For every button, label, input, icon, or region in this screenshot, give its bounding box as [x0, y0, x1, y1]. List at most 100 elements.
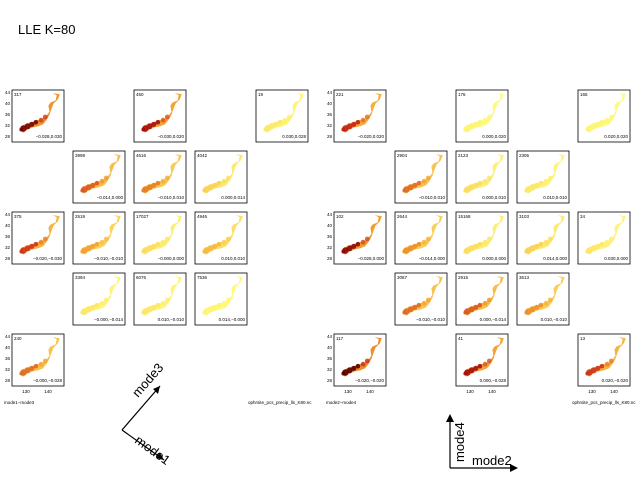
heat-spot — [80, 310, 85, 315]
heat-spot — [590, 123, 597, 130]
heat-spot — [599, 119, 605, 125]
heat-spot-secondary — [164, 175, 170, 181]
heat-spot-secondary — [364, 358, 370, 364]
heat-spot — [273, 121, 279, 127]
japan-shape — [402, 215, 443, 255]
panel-1-2: 165 0.020,0.020 — [577, 89, 631, 143]
panel-frame — [72, 272, 126, 326]
panel-count: 4042 — [197, 153, 208, 158]
panel-1-8: 15168 0.000,0.000 — [455, 211, 509, 265]
panel-1-1: 176 0.000,0.020 — [455, 89, 509, 143]
panel-1-14: 117 −0.020,−0.020 44 40 36 32 28 130 140 — [327, 333, 387, 394]
panel-count: 15168 — [458, 214, 471, 219]
panel-coord: 0.000,0.014 — [221, 195, 245, 200]
panel-coord: 0.030,0.000 — [604, 256, 628, 261]
panel-count: 2904 — [397, 153, 408, 158]
panel-coord: −0.020,−0.020 — [355, 378, 385, 383]
panel-frame — [455, 150, 509, 204]
panel-frame — [194, 272, 248, 326]
heat-spot — [146, 123, 153, 130]
heat-spot-secondary — [482, 178, 488, 184]
panel-0-1: 450 −0.030,0.020 — [133, 89, 187, 143]
heat-spot — [94, 180, 100, 186]
heat-spot — [212, 304, 218, 310]
heat-spot-secondary — [486, 236, 492, 242]
panel-frame — [194, 150, 248, 204]
heat-spot — [355, 119, 361, 125]
heat-spot — [599, 241, 605, 247]
panel-coord: −0.020,0.020 — [358, 134, 385, 139]
heat-spot — [355, 241, 361, 247]
heat-spot — [463, 249, 468, 254]
heat-spot — [524, 188, 529, 193]
panel-count: 2915 — [458, 275, 469, 280]
heat-spot-secondary — [421, 178, 427, 184]
panel-frame — [516, 211, 570, 265]
japan-shape — [141, 154, 182, 194]
heat-spot — [90, 243, 96, 249]
heat-spot — [468, 184, 475, 191]
panel-frame — [455, 272, 509, 326]
y-tick-label: 28 — [5, 256, 11, 261]
heat-spot-secondary — [99, 300, 105, 306]
y-tick-label: 40 — [327, 345, 333, 350]
panel-frame — [72, 150, 126, 204]
heat-spot — [85, 245, 92, 252]
panel-coord: −0.000,−0.014 — [94, 317, 124, 322]
heat-spot — [207, 245, 214, 252]
heat-spot — [155, 241, 161, 247]
heat-spot — [141, 249, 146, 254]
mode3-arrowhead — [153, 386, 160, 394]
heat-spot — [33, 119, 39, 125]
heat-spot — [529, 184, 536, 191]
heat-spot — [151, 121, 157, 127]
heat-spot-secondary — [225, 297, 231, 303]
panel-frame — [455, 333, 509, 387]
heat-spot — [524, 249, 529, 254]
heat-spot-secondary — [160, 300, 166, 306]
panel-coord: 0.000,−0.028 — [480, 378, 507, 383]
heat-spot — [412, 304, 418, 310]
heat-spot — [538, 302, 544, 308]
japan-shape — [80, 154, 121, 194]
y-tick-label: 32 — [327, 367, 333, 372]
japan-shape — [463, 215, 504, 255]
heat-spot — [412, 243, 418, 249]
japan-shape — [341, 215, 382, 255]
japan-shape — [141, 93, 182, 133]
heat-spot — [473, 304, 479, 310]
panel-coord: 0.010,−0.010 — [158, 317, 185, 322]
heat-spot — [24, 367, 31, 374]
heat-spot — [463, 188, 468, 193]
panel-coord: 0.010,0.010 — [543, 195, 567, 200]
heat-spot — [346, 367, 353, 374]
heat-spot — [207, 184, 214, 191]
heat-spot-secondary — [425, 236, 431, 242]
heat-spot — [341, 127, 346, 132]
panel-1-6: 102 −0.028,0.000 44 40 36 32 28 — [327, 211, 387, 265]
y-tick-label: 44 — [327, 212, 333, 217]
heat-spot — [351, 121, 357, 127]
heat-spot-secondary — [103, 175, 109, 181]
panel-coord: 0.014,−0.000 — [219, 317, 246, 322]
panel-frame — [577, 89, 631, 143]
panel-coord: −0.028,0.000 — [358, 256, 385, 261]
japan-shape — [402, 276, 443, 316]
heat-spot — [463, 127, 468, 132]
panel-1-10: 34 0.030,0.000 — [577, 211, 631, 265]
heat-spot — [355, 363, 361, 369]
panel-1-0: 221 −0.020,0.020 44 40 36 32 28 — [327, 89, 387, 143]
heat-spot-secondary — [608, 358, 614, 364]
heat-spot — [529, 245, 536, 252]
heat-spot — [402, 310, 407, 315]
panel-coord: −0.020,−0.030 — [33, 256, 63, 261]
left-caption: mode1−mode3 — [4, 400, 35, 405]
panel-frame — [255, 89, 309, 143]
y-tick-label: 28 — [327, 134, 333, 139]
heat-spot — [341, 371, 346, 376]
panel-frame — [394, 150, 448, 204]
japan-shape — [80, 215, 121, 255]
heat-spot — [202, 188, 207, 193]
mode2-arrowhead — [510, 464, 518, 472]
panel-coord: 0.000,0.020 — [482, 134, 506, 139]
